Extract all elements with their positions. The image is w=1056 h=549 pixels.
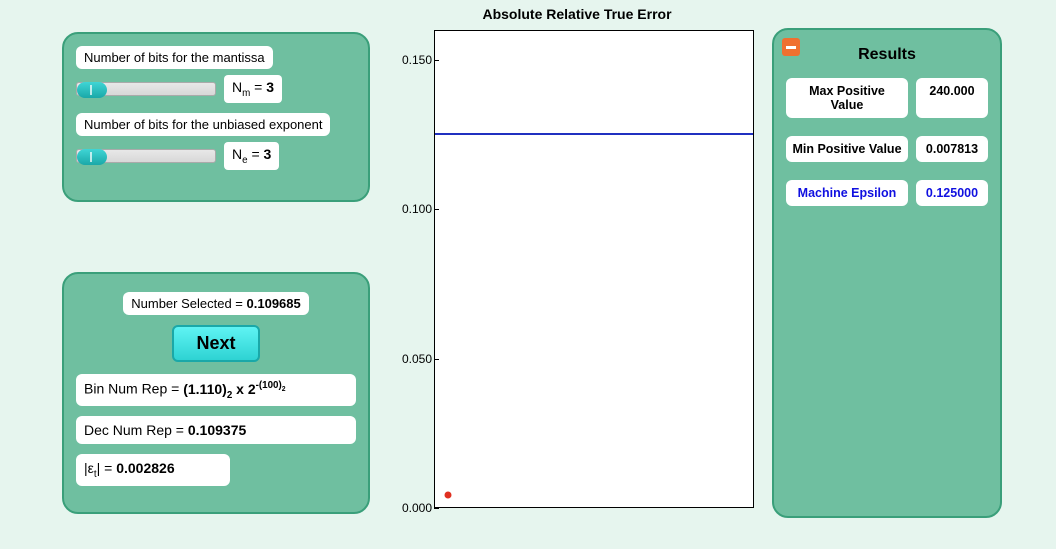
epsilon-line <box>435 133 753 135</box>
results-panel: Results Max Positive Value240.000 Min Pos… <box>772 28 1002 518</box>
ytick-label: 0.150 <box>402 53 432 67</box>
mantissa-value-box: Nm = 3 <box>224 75 282 103</box>
mantissa-slider-thumb[interactable] <box>77 82 107 98</box>
exponent-eq: = <box>248 146 264 162</box>
mantissa-var: N <box>232 79 242 95</box>
mantissa-slider[interactable] <box>76 82 216 96</box>
bin-rep-label: Bin Num Rep = <box>84 381 183 397</box>
exponent-var: N <box>232 146 242 162</box>
number-selected-value: 0.109685 <box>247 296 301 311</box>
bin-mant: (1.110) <box>183 381 227 397</box>
exponent-label: Number of bits for the unbiased exponent <box>76 113 330 136</box>
ytick-mark <box>434 209 439 210</box>
result-value: 240.000 <box>916 78 988 118</box>
collapse-icon[interactable] <box>782 38 800 56</box>
result-row: Max Positive Value240.000 <box>786 78 988 118</box>
dec-rep-label: Dec Num Rep = <box>84 422 188 438</box>
bin-rep-field: Bin Num Rep = (1.110)2 x 2-(100)2 <box>76 374 356 406</box>
mantissa-val: 3 <box>266 79 274 95</box>
eps-open: |ε <box>84 460 94 476</box>
controls-panel: Number of bits for the mantissa Nm = 3 N… <box>62 32 370 202</box>
ytick-mark <box>434 508 439 509</box>
result-value: 0.125000 <box>916 180 988 206</box>
chart-area: Absolute Relative True Error 0.000 0.050 0… <box>392 6 762 526</box>
results-title: Results <box>786 46 988 64</box>
result-label: Max Positive Value <box>786 78 908 118</box>
result-label: Min Positive Value <box>786 136 908 162</box>
exponent-slider-thumb[interactable] <box>77 149 107 165</box>
next-button[interactable]: Next <box>172 325 259 362</box>
chart-title: Absolute Relative True Error <box>392 6 762 22</box>
number-selected-label: Number Selected = <box>131 296 246 311</box>
bin-exp: -(100) <box>256 380 282 391</box>
eps-close: | = <box>97 460 117 476</box>
result-value: 0.007813 <box>916 136 988 162</box>
result-label: Machine Epsilon <box>786 180 908 206</box>
dec-rep-value: 0.109375 <box>188 422 246 438</box>
eps-value: 0.002826 <box>116 460 174 476</box>
result-row: Min Positive Value 0.007813 <box>786 136 988 162</box>
result-row: Machine Epsilon 0.125000 <box>786 180 988 206</box>
exponent-val: 3 <box>264 146 272 162</box>
number-selected-field: Number Selected = 0.109685 <box>123 292 309 315</box>
selection-panel: Number Selected = 0.109685 Next Bin Num … <box>62 272 370 514</box>
mantissa-eq: = <box>250 79 266 95</box>
mantissa-label: Number of bits for the mantissa <box>76 46 273 69</box>
ytick-label: 0.000 <box>402 501 432 515</box>
exponent-slider[interactable] <box>76 149 216 163</box>
ytick-mark <box>434 60 439 61</box>
ytick-label: 0.050 <box>402 352 432 366</box>
ytick-label: 0.100 <box>402 202 432 216</box>
ytick-mark <box>434 359 439 360</box>
eps-field: |εt| = 0.002826 <box>76 454 230 486</box>
bin-exp-sub: 2 <box>282 386 286 393</box>
bin-times: x 2 <box>232 381 255 397</box>
dec-rep-field: Dec Num Rep = 0.109375 <box>76 416 356 444</box>
exponent-value-box: Ne = 3 <box>224 142 279 170</box>
chart-plot <box>434 30 754 508</box>
data-point <box>444 492 451 499</box>
